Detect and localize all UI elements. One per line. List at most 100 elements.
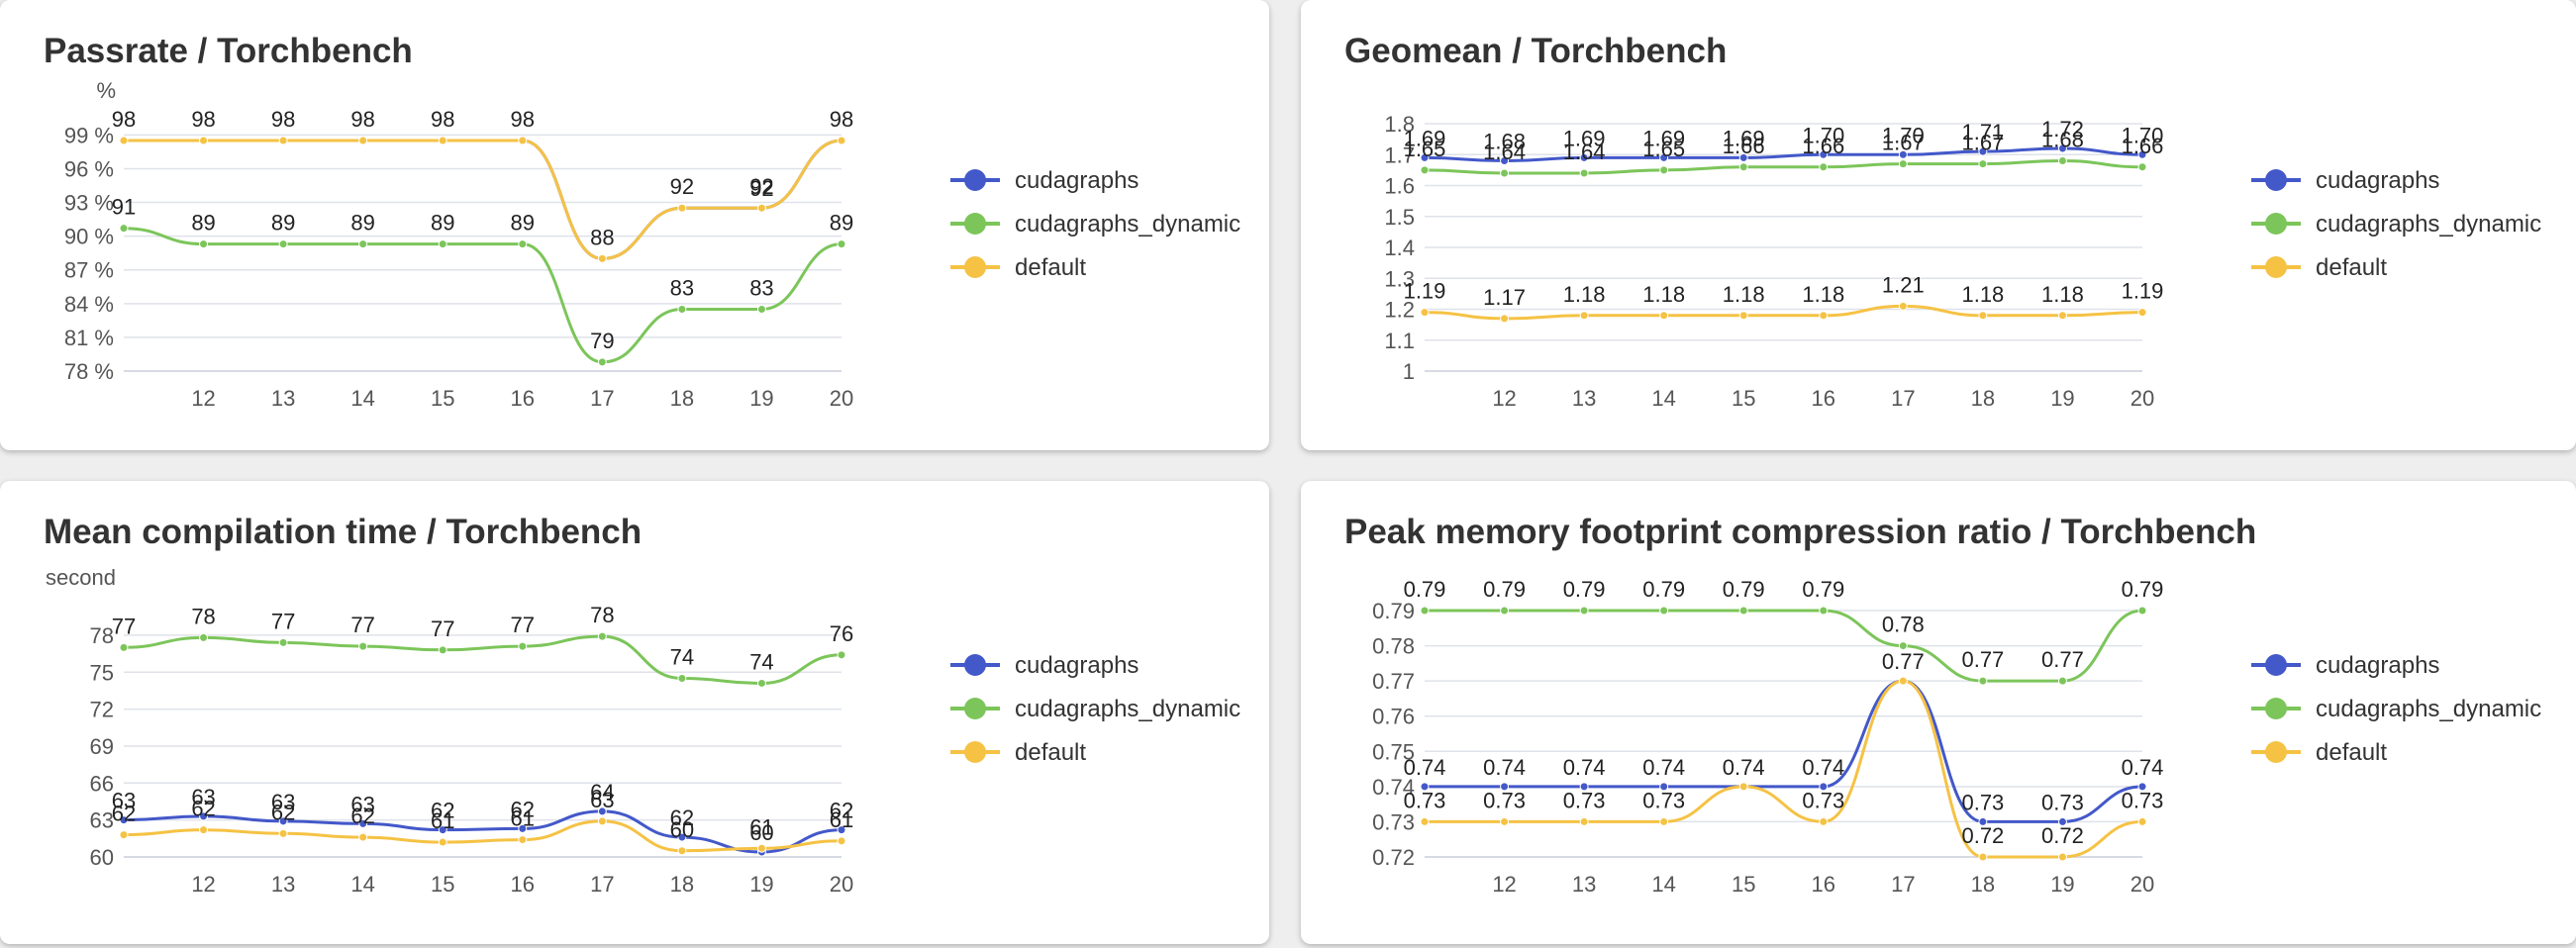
data-label-cudagraphs: 0.77 (1882, 649, 1925, 674)
legend-label-cudagraphs_dynamic[interactable]: cudagraphs_dynamic (1015, 211, 1240, 237)
data-label-cudagraphs_dynamic: 1.67 (1961, 131, 2004, 155)
legend-label-default[interactable]: default (2316, 254, 2387, 281)
x-tick-label: 13 (271, 872, 295, 897)
data-label-cudagraphs: 62 (670, 806, 694, 830)
y-tick-label: 84 % (64, 292, 114, 317)
y-tick-label: 1.4 (1384, 236, 1415, 260)
legend-label-cudagraphs[interactable]: cudagraphs (1015, 167, 1139, 194)
legend-label-default[interactable]: default (1015, 254, 1086, 281)
legend-label-cudagraphs[interactable]: cudagraphs (2316, 652, 2439, 679)
legend-label-cudagraphs[interactable]: cudagraphs (2316, 167, 2439, 194)
data-label-default: 1.18 (1723, 282, 1765, 307)
x-tick-label: 16 (1812, 386, 1835, 411)
data-label-cudagraphs_dynamic: 1.64 (1483, 140, 1526, 164)
data-point-cudagraphs_dynamic (1738, 606, 1748, 616)
data-point-cudagraphs_dynamic (2057, 676, 2067, 686)
x-tick-label: 13 (271, 386, 295, 411)
y-tick-label: 0.75 (1372, 739, 1415, 764)
legend-marker-cudagraphs (2265, 169, 2287, 191)
x-tick-label: 12 (191, 386, 215, 411)
data-point-cudagraphs (438, 825, 447, 835)
x-tick-label: 19 (2050, 386, 2074, 411)
data-point-cudagraphs_dynamic (199, 632, 209, 642)
data-point-default (1500, 314, 1510, 324)
x-tick-label: 19 (2050, 872, 2074, 897)
data-point-default (1978, 852, 1988, 862)
legend-marker-cudagraphs_dynamic (964, 698, 986, 719)
data-label-cudagraphs: 0.74 (2122, 755, 2164, 780)
data-point-default (119, 830, 129, 840)
data-label-default: 0.73 (1642, 788, 1685, 812)
data-label-cudagraphs_dynamic: 77 (431, 616, 454, 641)
x-tick-label: 14 (1651, 386, 1675, 411)
data-label-cudagraphs_dynamic: 0.79 (1723, 577, 1765, 602)
data-label-cudagraphs: 1.70 (1802, 123, 1844, 147)
data-point-cudagraphs_dynamic (1898, 641, 1908, 651)
data-label-cudagraphs_dynamic: 1.67 (1882, 131, 1925, 155)
y-tick-label: 1.5 (1384, 205, 1415, 230)
x-tick-label: 20 (2130, 872, 2154, 897)
data-point-default (438, 136, 447, 145)
y-tick-label: 78 % (64, 359, 114, 384)
data-label-default: 61 (749, 814, 773, 839)
data-point-default (2057, 311, 2067, 321)
data-label-default: 62 (271, 800, 295, 824)
x-tick-label: 18 (1971, 872, 1995, 897)
data-point-cudagraphs (1579, 782, 1589, 792)
legend-label-cudagraphs_dynamic[interactable]: cudagraphs_dynamic (2316, 696, 2541, 722)
data-point-cudagraphs_dynamic (597, 357, 607, 367)
data-point-default (677, 203, 687, 213)
data-point-default (837, 136, 846, 145)
data-label-cudagraphs: 0.74 (1802, 755, 1844, 780)
series-line-cudagraphs_dynamic (1425, 609, 2143, 683)
y-tick-label: 1.6 (1384, 174, 1415, 199)
data-point-default (2137, 816, 2147, 826)
data-label-default: 62 (191, 797, 215, 821)
data-label-cudagraphs_dynamic: 0.77 (1961, 647, 2004, 672)
y-unit-label: % (96, 78, 116, 103)
data-label-cudagraphs: 0.74 (1483, 755, 1526, 780)
y-tick-label: 81 % (64, 326, 114, 350)
legend-label-cudagraphs_dynamic[interactable]: cudagraphs_dynamic (1015, 696, 1240, 722)
data-label-default: 61 (830, 807, 853, 832)
data-label-default: 61 (431, 808, 454, 833)
data-point-default (358, 832, 368, 842)
data-point-default (518, 136, 528, 145)
x-tick-label: 18 (1971, 386, 1995, 411)
data-label-cudagraphs: 1.69 (1404, 126, 1446, 150)
data-point-cudagraphs_dynamic (837, 650, 846, 660)
data-label-cudagraphs: 92 (749, 176, 773, 201)
data-point-cudagraphs_dynamic (1500, 168, 1510, 178)
data-point-cudagraphs (1819, 149, 1829, 159)
data-label-cudagraphs_dynamic: 89 (431, 211, 454, 236)
data-point-cudagraphs (1659, 782, 1669, 792)
data-point-cudagraphs_dynamic (1978, 676, 1988, 686)
x-tick-label: 15 (1732, 872, 1755, 897)
data-point-cudagraphs_dynamic (438, 239, 447, 249)
data-label-cudagraphs: 0.73 (1961, 790, 2004, 814)
data-label-cudagraphs_dynamic: 77 (112, 614, 136, 638)
data-label-cudagraphs_dynamic: 0.79 (1642, 577, 1685, 602)
legend-label-cudagraphs_dynamic[interactable]: cudagraphs_dynamic (2316, 211, 2541, 237)
data-label-default: 1.17 (1483, 285, 1526, 310)
data-point-cudagraphs_dynamic (1500, 606, 1510, 616)
legend-label-default[interactable]: default (2316, 739, 2387, 766)
data-point-cudagraphs_dynamic (119, 224, 129, 234)
data-label-cudagraphs: 1.68 (1483, 130, 1526, 154)
data-point-cudagraphs_dynamic (2137, 162, 2147, 172)
data-point-cudagraphs_dynamic (1420, 165, 1430, 175)
data-point-default (1659, 816, 1669, 826)
data-point-cudagraphs (1819, 782, 1829, 792)
data-point-default (1738, 782, 1748, 792)
data-point-default (278, 828, 288, 838)
x-tick-label: 15 (1732, 386, 1755, 411)
x-tick-label: 16 (511, 386, 535, 411)
data-label-default: 0.73 (1483, 788, 1526, 812)
y-tick-label: 99 % (64, 123, 114, 147)
legend-label-cudagraphs[interactable]: cudagraphs (1015, 652, 1139, 679)
data-point-cudagraphs (1898, 149, 1908, 159)
data-label-cudagraphs_dynamic: 89 (350, 211, 374, 236)
data-point-default (756, 203, 766, 213)
legend-label-default[interactable]: default (1015, 739, 1086, 766)
data-label-cudagraphs: 0.74 (1642, 755, 1685, 780)
